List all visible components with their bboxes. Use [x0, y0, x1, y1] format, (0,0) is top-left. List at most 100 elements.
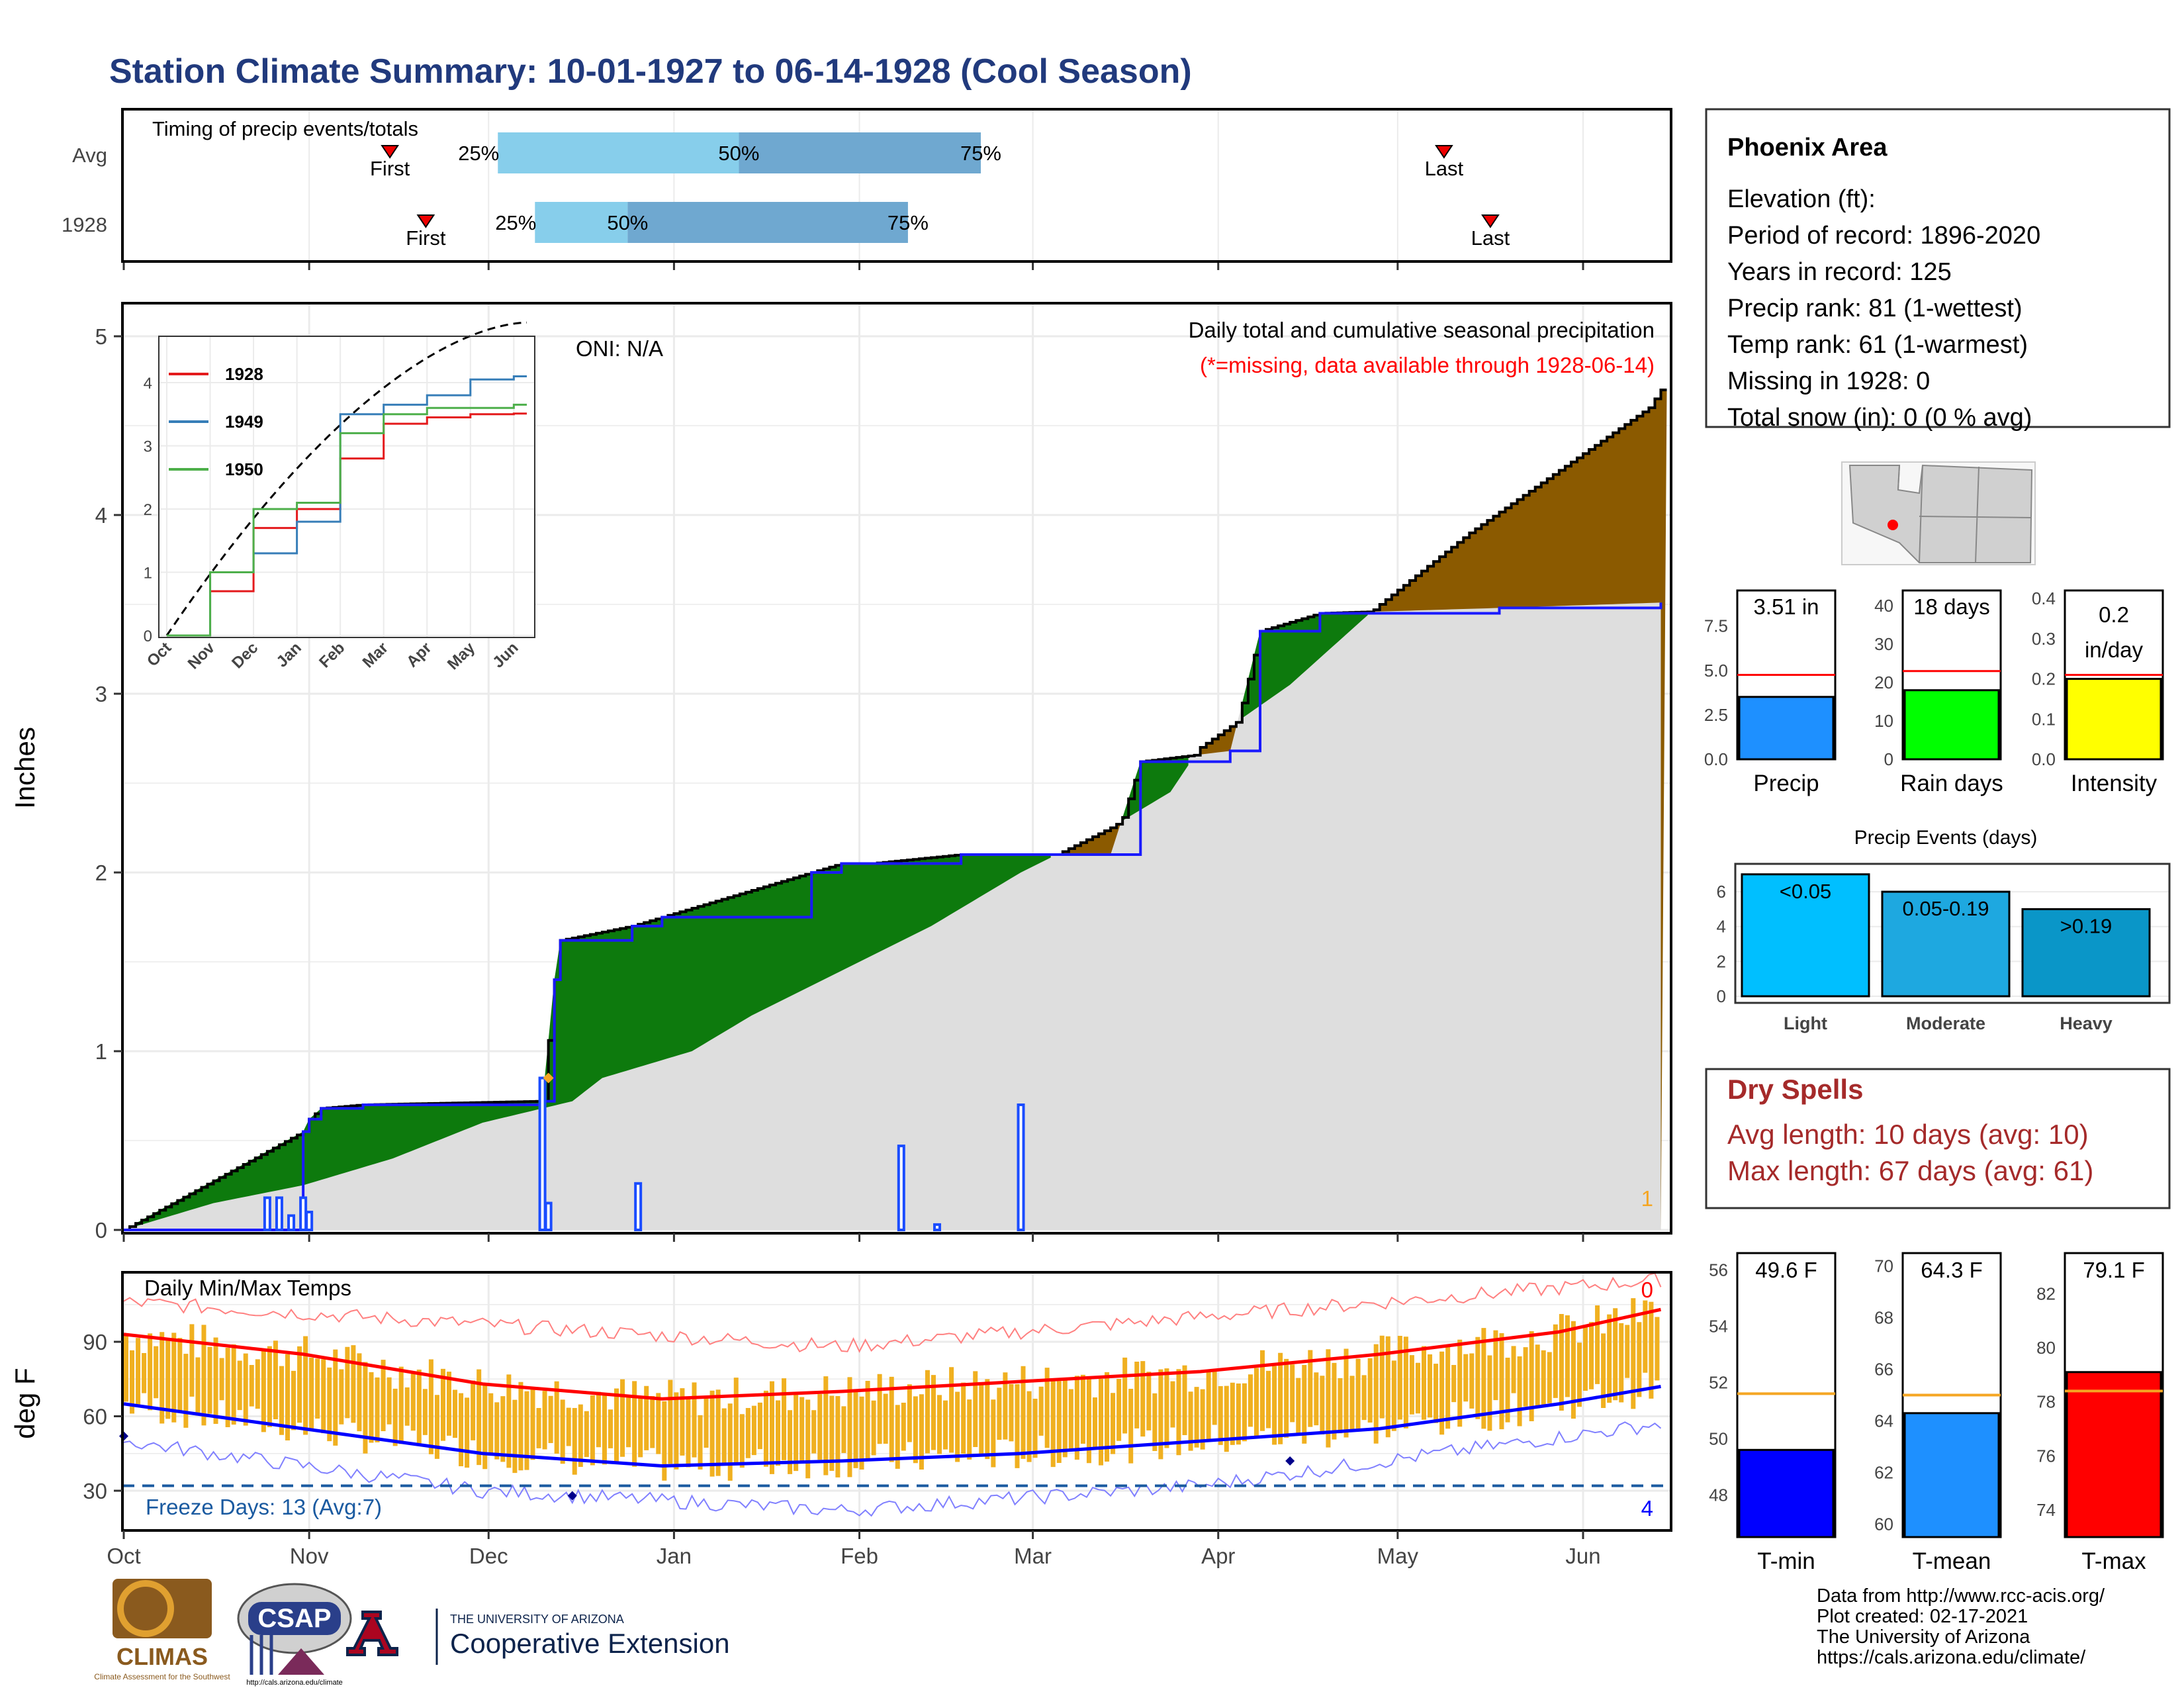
station-line: Years in record: 125 [1727, 258, 1952, 286]
daily-precip-bar [275, 1196, 283, 1232]
temp-summary-ytick: 80 [2036, 1338, 2056, 1358]
temp-summary-ytick: 82 [2036, 1284, 2056, 1303]
inset-xtick-label: Apr [403, 639, 435, 671]
inset-xtick-label: Mar [359, 639, 392, 671]
temp-summary-ytick: 78 [2036, 1392, 2056, 1412]
average-precip-line [124, 602, 1662, 1231]
precip-ytick-label: 5 [95, 324, 107, 349]
daily-precip-bar [305, 1211, 314, 1231]
climas-name: CLIMAS [116, 1643, 208, 1670]
events-bar [1741, 873, 1870, 998]
first-event-marker [416, 214, 435, 228]
events-bar-range: >0.19 [2060, 914, 2112, 937]
events-bar-range: <0.05 [1780, 880, 1831, 903]
month-label: Dec [469, 1544, 508, 1568]
precip-panel: Daily total and cumulative seasonal prec… [9, 302, 1672, 1243]
month-label: Jun [1565, 1544, 1600, 1568]
record-high-line [123, 1272, 1662, 1353]
dry-spells-box: Dry Spells Avg length: 10 days (avg: 10)… [1705, 1068, 2171, 1209]
last-event-label: Last [1471, 226, 1510, 250]
inset-legend-label: 1950 [225, 459, 263, 479]
temp-summary-tmin: 48 50 52 54 56 49.6 F T-min [1709, 1252, 1837, 1574]
last-event-marker [1435, 145, 1453, 159]
temp-summary-ytick: 70 [1874, 1256, 1893, 1276]
temp-summary-value-bar [2066, 1371, 2162, 1538]
ua-extension-name: Cooperative Extension [450, 1628, 730, 1659]
precip-ylabel: Inches [9, 727, 40, 809]
precip-ytick-label: 2 [95, 861, 107, 885]
temp-summary-value-bar [1903, 1412, 2000, 1538]
summary-bar-label: Precip [1753, 771, 1819, 796]
temp-summary-ytick: 50 [1709, 1429, 1728, 1448]
temp-ytick-label: 60 [83, 1405, 107, 1429]
record-low-line [123, 1421, 1662, 1517]
timing-q75-label: 75% [887, 211, 929, 234]
summary-bar-ytick: 20 [1874, 673, 1893, 692]
temp-summary-value-text: 64.3 F [1921, 1258, 1983, 1282]
station-line: Period of record: 1896-2020 [1727, 222, 2040, 250]
timing-q25-label: 25% [495, 211, 536, 234]
precip-frame [121, 302, 1672, 1235]
summary-bar-ytick: 0.4 [2032, 588, 2056, 608]
temp-summary-ytick: 66 [1874, 1360, 1893, 1380]
temp-ytick-label: 90 [83, 1330, 107, 1354]
temp-summary-label: T-min [1757, 1548, 1815, 1574]
station-line: Total snow (in): 0 (0 % avg) [1727, 404, 2032, 432]
summary-bar-ytick: 30 [1874, 634, 1893, 654]
events-ytick: 2 [1717, 951, 1726, 971]
daily-precip-bar [897, 1145, 905, 1231]
events-bar-label: Moderate [1906, 1013, 1985, 1033]
inset-legend-label: 1928 [225, 364, 263, 384]
summary-bar-label: Intensity [2071, 771, 2158, 796]
dry-spells-title: Dry Spells [1727, 1074, 1863, 1105]
temp-heading: Daily Min/Max Temps [144, 1276, 351, 1300]
dry-spells-avg: Avg length: 10 days (avg: 10) [1727, 1119, 2089, 1150]
timing-q50-label: 50% [718, 142, 759, 165]
month-label: Feb [841, 1544, 878, 1568]
summary-bar-ytick: 0 [1884, 749, 1893, 769]
precip-heading: Daily total and cumulative seasonal prec… [1189, 318, 1655, 342]
timing-panel: Timing of precip events/totals Avg 1928 … [62, 108, 1672, 270]
summary-bar-intensity: 0.0 0.1 0.2 0.3 0.4 0.2 in/day Intensity [2032, 588, 2164, 796]
summary-bar-ytick: 10 [1874, 711, 1893, 731]
inset-series-line [167, 403, 527, 637]
station-line: Missing in 1928: 0 [1727, 367, 1930, 395]
temp-summary-label: T-max [2081, 1548, 2146, 1574]
temp-summary-ytick: 62 [1874, 1463, 1893, 1483]
inset-xtick-label: May [444, 639, 479, 674]
precip-ytick-label: 4 [95, 503, 107, 528]
temp-summary-ytick: 68 [1874, 1308, 1893, 1328]
temp-summary-label: T-mean [1913, 1548, 1991, 1574]
summary-bar-value [1738, 696, 1835, 761]
temp-ytick-label: 30 [83, 1479, 107, 1503]
ua-small-name: THE UNIVERSITY OF ARIZONA [450, 1613, 624, 1626]
daily-precip-bar [263, 1196, 271, 1232]
summary-bar-ytick: 40 [1874, 596, 1893, 616]
temp-summary-ytick: 60 [1874, 1515, 1893, 1534]
footer-line: https://cals.arizona.edu/climate/ [1817, 1647, 2086, 1668]
summary-bar-label: Rain days [1900, 771, 2003, 796]
precip-corner-count: 1 [1641, 1186, 1653, 1211]
inset-ytick-label: 3 [144, 438, 152, 456]
climas-subtitle: Climate Assessment for the Southwest [94, 1672, 230, 1681]
inset-xtick-label: Jun [489, 639, 522, 671]
first-event-marker [381, 145, 400, 159]
timing-label: Timing of precip events/totals [152, 117, 418, 140]
temp-summary-value-text: 49.6 F [1755, 1258, 1817, 1282]
events-bar-range: 0.05-0.19 [1903, 897, 1989, 920]
page-title: Station Climate Summary: 10-01-1927 to 0… [109, 52, 1192, 91]
temp-summary-ytick: 52 [1709, 1372, 1728, 1392]
climas-logo: CLIMAS Climate Assessment for the Southw… [94, 1579, 230, 1681]
inset-xtick-label: Dec [228, 639, 261, 672]
inset-xtick-label: Jan [273, 639, 305, 671]
temp-summary-ytick: 54 [1709, 1316, 1728, 1336]
station-line: Precip rank: 81 (1-wettest) [1727, 295, 2023, 322]
inset-ytick-label: 2 [144, 501, 152, 519]
events-title: Precip Events (days) [1854, 827, 2038, 849]
daily-precip-bar [538, 1076, 547, 1231]
timing-q50-q75-bar [627, 202, 908, 243]
events-ytick: 4 [1717, 917, 1726, 937]
summary-bar-ytick: 0.2 [2032, 669, 2056, 689]
summary-bar-ytick: 5.0 [1704, 661, 1728, 680]
